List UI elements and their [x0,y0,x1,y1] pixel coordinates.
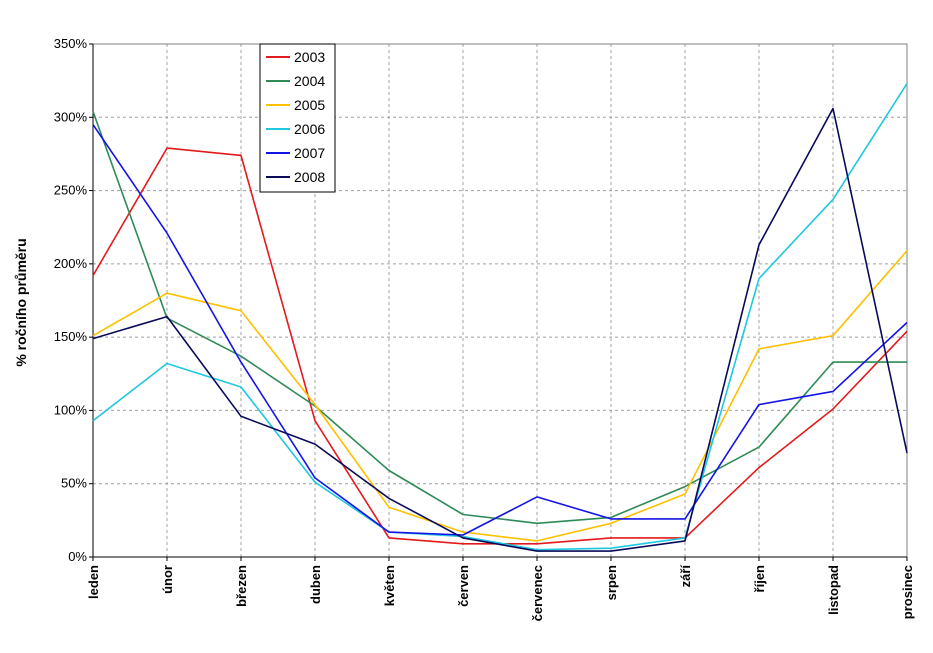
x-tick-label: duben [308,565,323,604]
x-tick-label: červenec [530,565,545,621]
legend: 2003 2004 2005 2006 2007 2008 [259,43,336,193]
x-axis-tick-labels: leden únor březen duben květen červen červenec… [86,557,915,621]
legend-label-2005: 2005 [294,97,325,113]
y-tick-label: 250% [54,183,88,198]
legend-label-2007: 2007 [294,145,325,161]
x-tick-label: listopad [826,565,841,615]
x-tick-label: únor [160,565,175,594]
x-tick-label: červen [456,565,471,607]
series-line-2006 [92,83,908,551]
y-axis-tick-labels: 0% 50% 100% 150% 200% 250% 300% 350% [54,36,93,564]
y-tick-label: 200% [54,256,88,271]
y-tick-label: 100% [54,402,88,417]
x-tick-label: září [678,565,693,588]
x-tick-label: prosinec [900,565,915,619]
y-tick-label: 0% [68,549,87,564]
plot-area-frame [92,43,908,558]
series-line-2007 [92,124,908,536]
axes [92,44,907,558]
y-tick-label: 350% [54,36,88,51]
y-axis-label: % ročního průměru [13,238,29,366]
x-tick-label: březen [234,565,249,607]
y-tick-label: 300% [54,109,88,124]
x-tick-label: srpen [604,565,619,600]
y-tick-label: 50% [61,476,87,491]
series-line-2005 [92,250,908,542]
series-line-2003 [92,147,908,545]
series-line-2008 [92,107,908,552]
series-line-2004 [92,111,907,525]
y-tick-label: 150% [54,329,88,344]
legend-label-2003: 2003 [294,49,325,65]
x-tick-label: leden [86,565,101,599]
legend-label-2008: 2008 [294,169,325,185]
x-tick-label: květen [382,565,397,606]
legend-label-2006: 2006 [294,121,325,137]
legend-box [259,43,336,193]
x-tick-label: říjen [752,565,767,593]
legend-label-2004: 2004 [294,73,325,89]
grid-lines [93,44,907,557]
series-lines [92,83,908,552]
